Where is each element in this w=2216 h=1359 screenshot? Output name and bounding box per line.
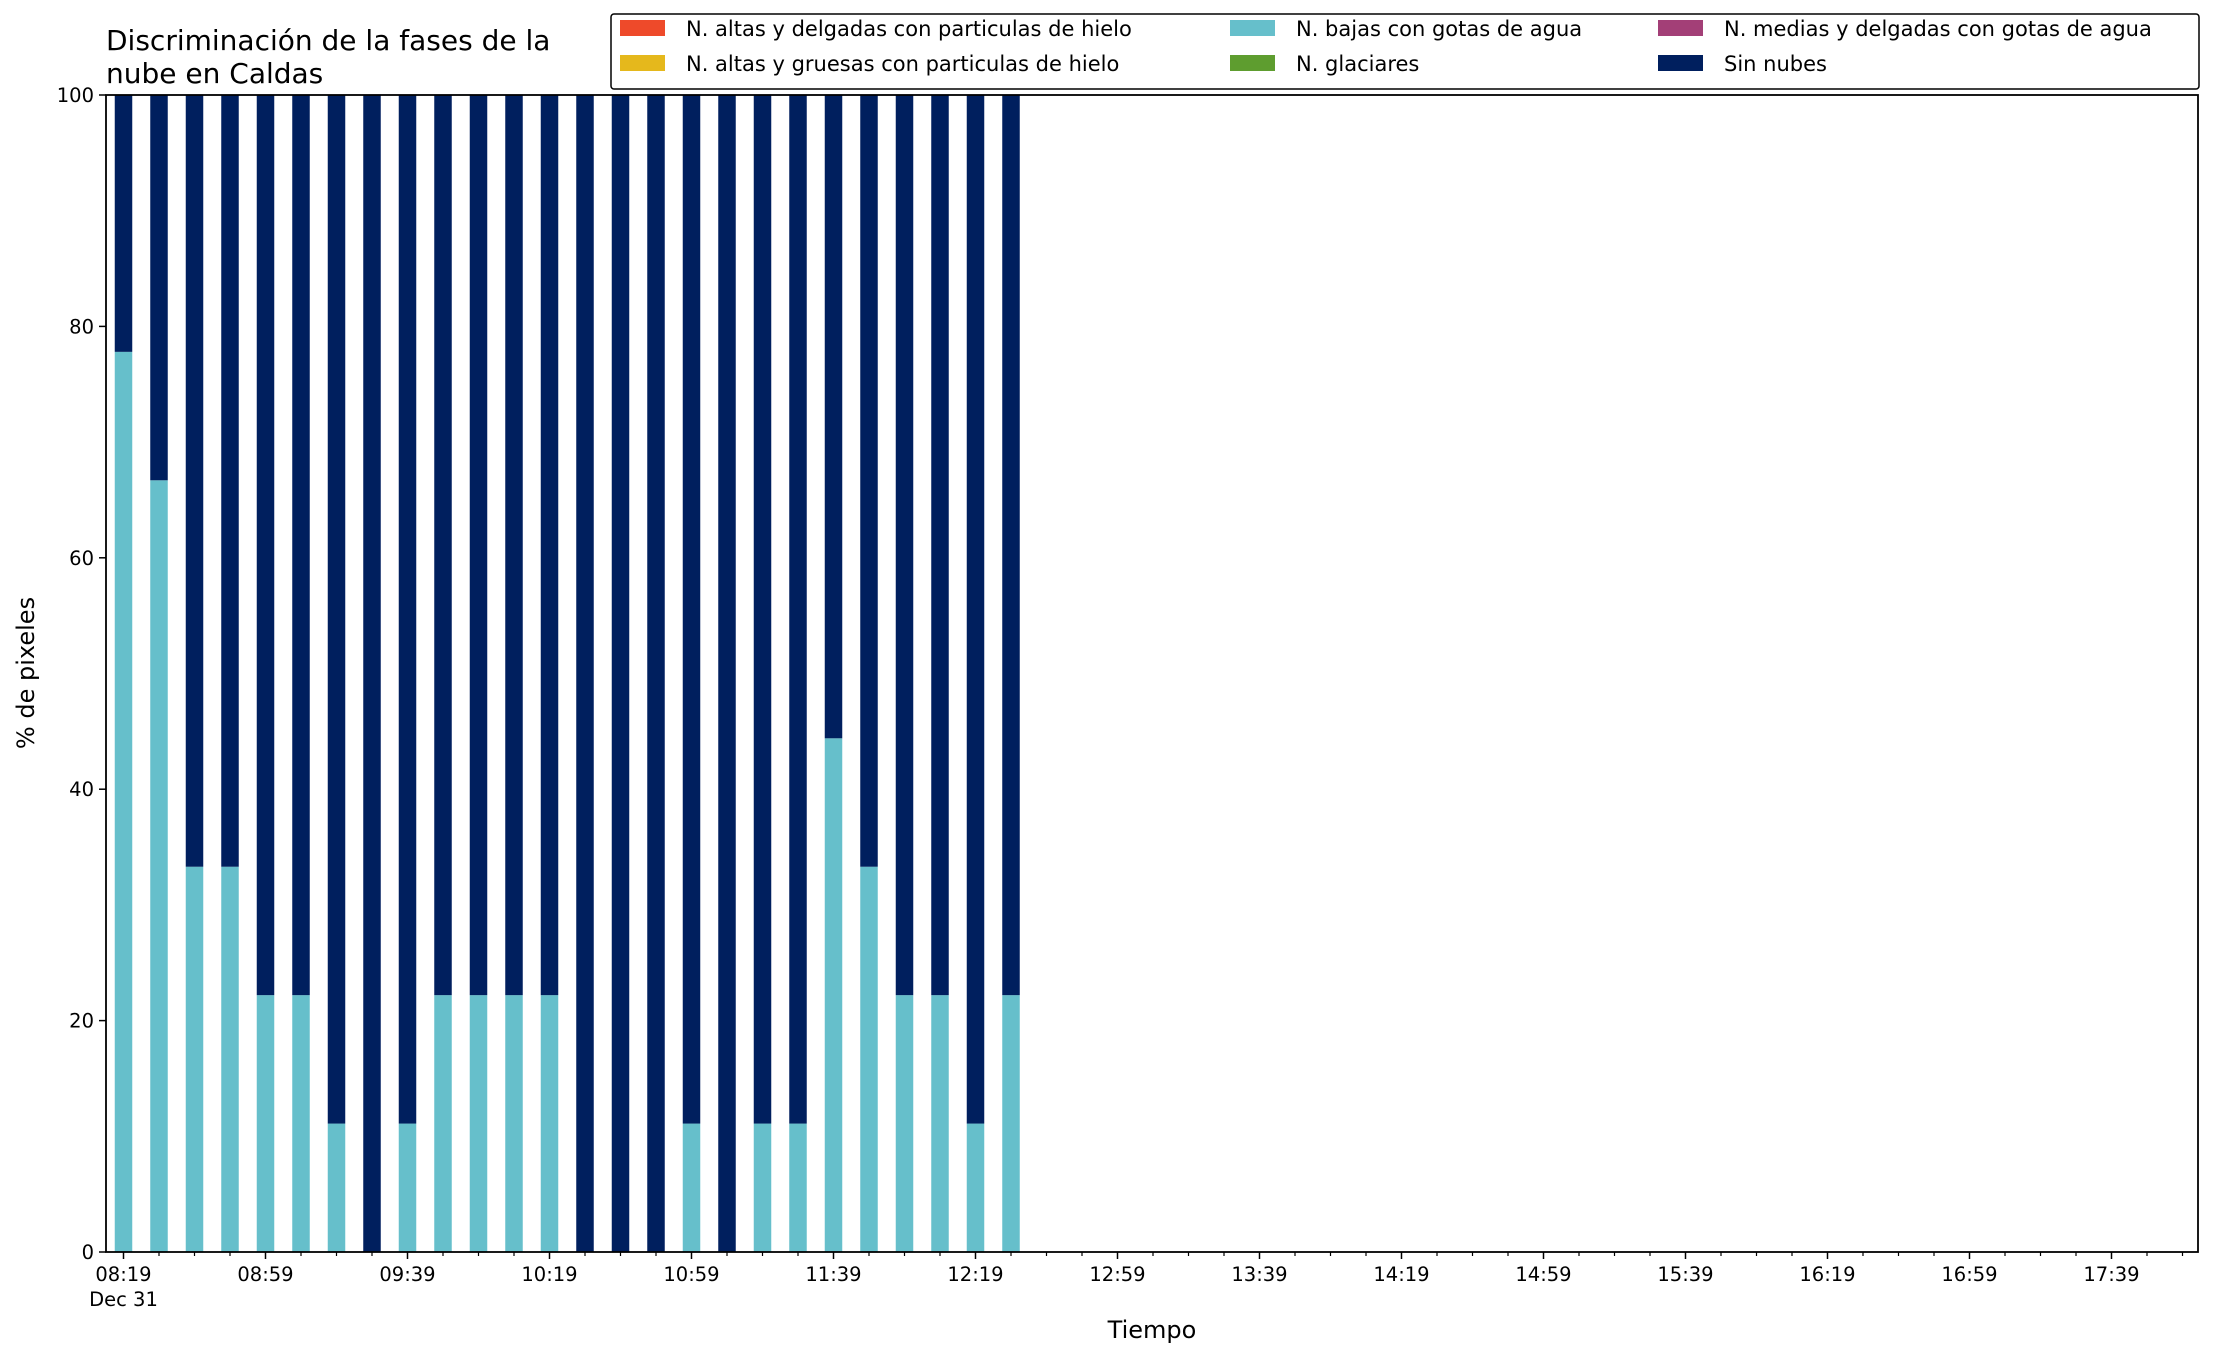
bar-1059-series-2 [682,1123,701,1252]
x-tick-label: 17:39 [2083,1263,2139,1286]
bar-0939-series-2 [398,1123,417,1252]
x-tick-label: 14:59 [1515,1263,1571,1286]
legend-swatch [620,20,665,36]
x-axis-label: Tiempo [1107,1316,1197,1344]
bar-0949-series-5 [434,95,452,996]
bar-1119-series-2 [753,1123,772,1252]
legend-label: N. altas y delgadas con particulas de hi… [686,17,1132,41]
legend-swatch [620,55,665,71]
x-tick-label: 16:59 [1941,1263,1997,1286]
bar-1229-series-5 [1002,95,1020,996]
plot-frame [105,94,2199,1253]
bar-1219-series-2 [966,1123,985,1252]
y-tick-label: 20 [69,1010,94,1033]
bars-layer [114,95,1020,1252]
bar-0859-series-2 [256,995,275,1252]
bar-0909-series-2 [292,995,310,1252]
x-tick-label: 12:59 [1089,1263,1145,1286]
bar-1059-series-5 [682,95,701,1124]
bar-1109-series-5 [718,95,736,1252]
bar-1129-series-2 [789,1123,807,1252]
x-tick-label: 08:59 [237,1263,293,1286]
bar-1149-series-2 [860,866,878,1252]
x-tick-label: 09:39 [379,1263,435,1286]
bar-0829-series-2 [150,480,168,1252]
bar-1229-series-2 [1002,995,1020,1252]
bar-0839-series-2 [185,866,204,1252]
legend-swatch [1230,20,1275,36]
bar-1159-series-2 [895,995,914,1252]
x-tick-sublabel: Dec 31 [89,1288,158,1311]
bar-1149-series-5 [860,95,878,867]
bar-0959-series-2 [469,995,488,1252]
x-tick-label: 11:39 [805,1263,861,1286]
bar-1019-series-5 [540,95,559,996]
bar-0849-series-2 [221,866,239,1252]
bar-1019-series-2 [540,995,559,1252]
legend-label: N. altas y gruesas con particulas de hie… [686,52,1119,76]
x-tick-label: 13:39 [1231,1263,1287,1286]
legend-swatch [1658,20,1703,36]
bar-1209-series-5 [931,95,949,996]
y-axis-label: % de pixeles [12,597,40,749]
bar-1139-series-5 [824,95,843,739]
bar-0839-series-5 [185,95,204,867]
y-tick-label: 100 [57,84,94,107]
bar-0909-series-5 [292,95,310,996]
bar-1029-series-5 [576,95,594,1252]
x-tick-label: 14:19 [1373,1263,1429,1286]
chart-title-line-2: nube en Caldas [106,57,323,90]
bar-1139-series-2 [824,738,843,1252]
x-tick-label: 10:59 [663,1263,719,1286]
legend-swatch [1230,55,1275,71]
legend-swatch [1658,55,1703,71]
bar-0819-series-2 [114,351,133,1252]
x-tick-label: 16:19 [1799,1263,1855,1286]
bar-0859-series-5 [256,95,275,996]
bar-1049-series-5 [647,95,665,1252]
y-tick-label: 40 [69,778,94,801]
bar-0939-series-5 [398,95,417,1124]
x-axis: 08:19 08:59 09:39 10:19 10:59 11:39 12:19 12:59… [89,1252,2184,1311]
y-axis: 0 20 40 60 80 100 [57,84,106,1264]
x-tick-label: 08:19 [95,1263,151,1286]
y-tick-label: 80 [69,315,94,338]
x-tick-label: 10:19 [521,1263,577,1286]
bar-1129-series-5 [789,95,807,1124]
bar-1009-series-5 [505,95,523,996]
legend-label: N. medias y delgadas con gotas de agua [1724,17,2152,41]
legend: N. altas y delgadas con particulas de hi… [610,13,2200,90]
y-tick-label: 60 [69,547,94,570]
bar-0849-series-5 [221,95,239,867]
bar-0929-series-5 [363,95,381,1252]
bar-0919-series-5 [327,95,346,1124]
bar-1039-series-5 [611,95,630,1252]
x-tick-label: 15:39 [1657,1263,1713,1286]
chart-title-line-1: Discriminación de la fases de la [106,24,550,57]
bar-1209-series-2 [931,995,949,1252]
bar-0829-series-5 [150,95,168,481]
bar-1159-series-5 [895,95,914,996]
bar-0959-series-5 [469,95,488,996]
legend-label: N. glaciares [1296,52,1419,76]
bar-1219-series-5 [966,95,985,1124]
legend-label: N. bajas con gotas de agua [1296,17,1582,41]
x-tick-label: 12:19 [947,1263,1003,1286]
legend-frame [610,13,2200,90]
bar-0949-series-2 [434,995,452,1252]
bar-1009-series-2 [505,995,523,1252]
legend-label: Sin nubes [1724,52,1827,76]
bar-0819-series-5 [114,95,133,352]
bar-1119-series-5 [753,95,772,1124]
bar-0919-series-2 [327,1123,346,1252]
y-tick-label: 0 [82,1241,94,1264]
